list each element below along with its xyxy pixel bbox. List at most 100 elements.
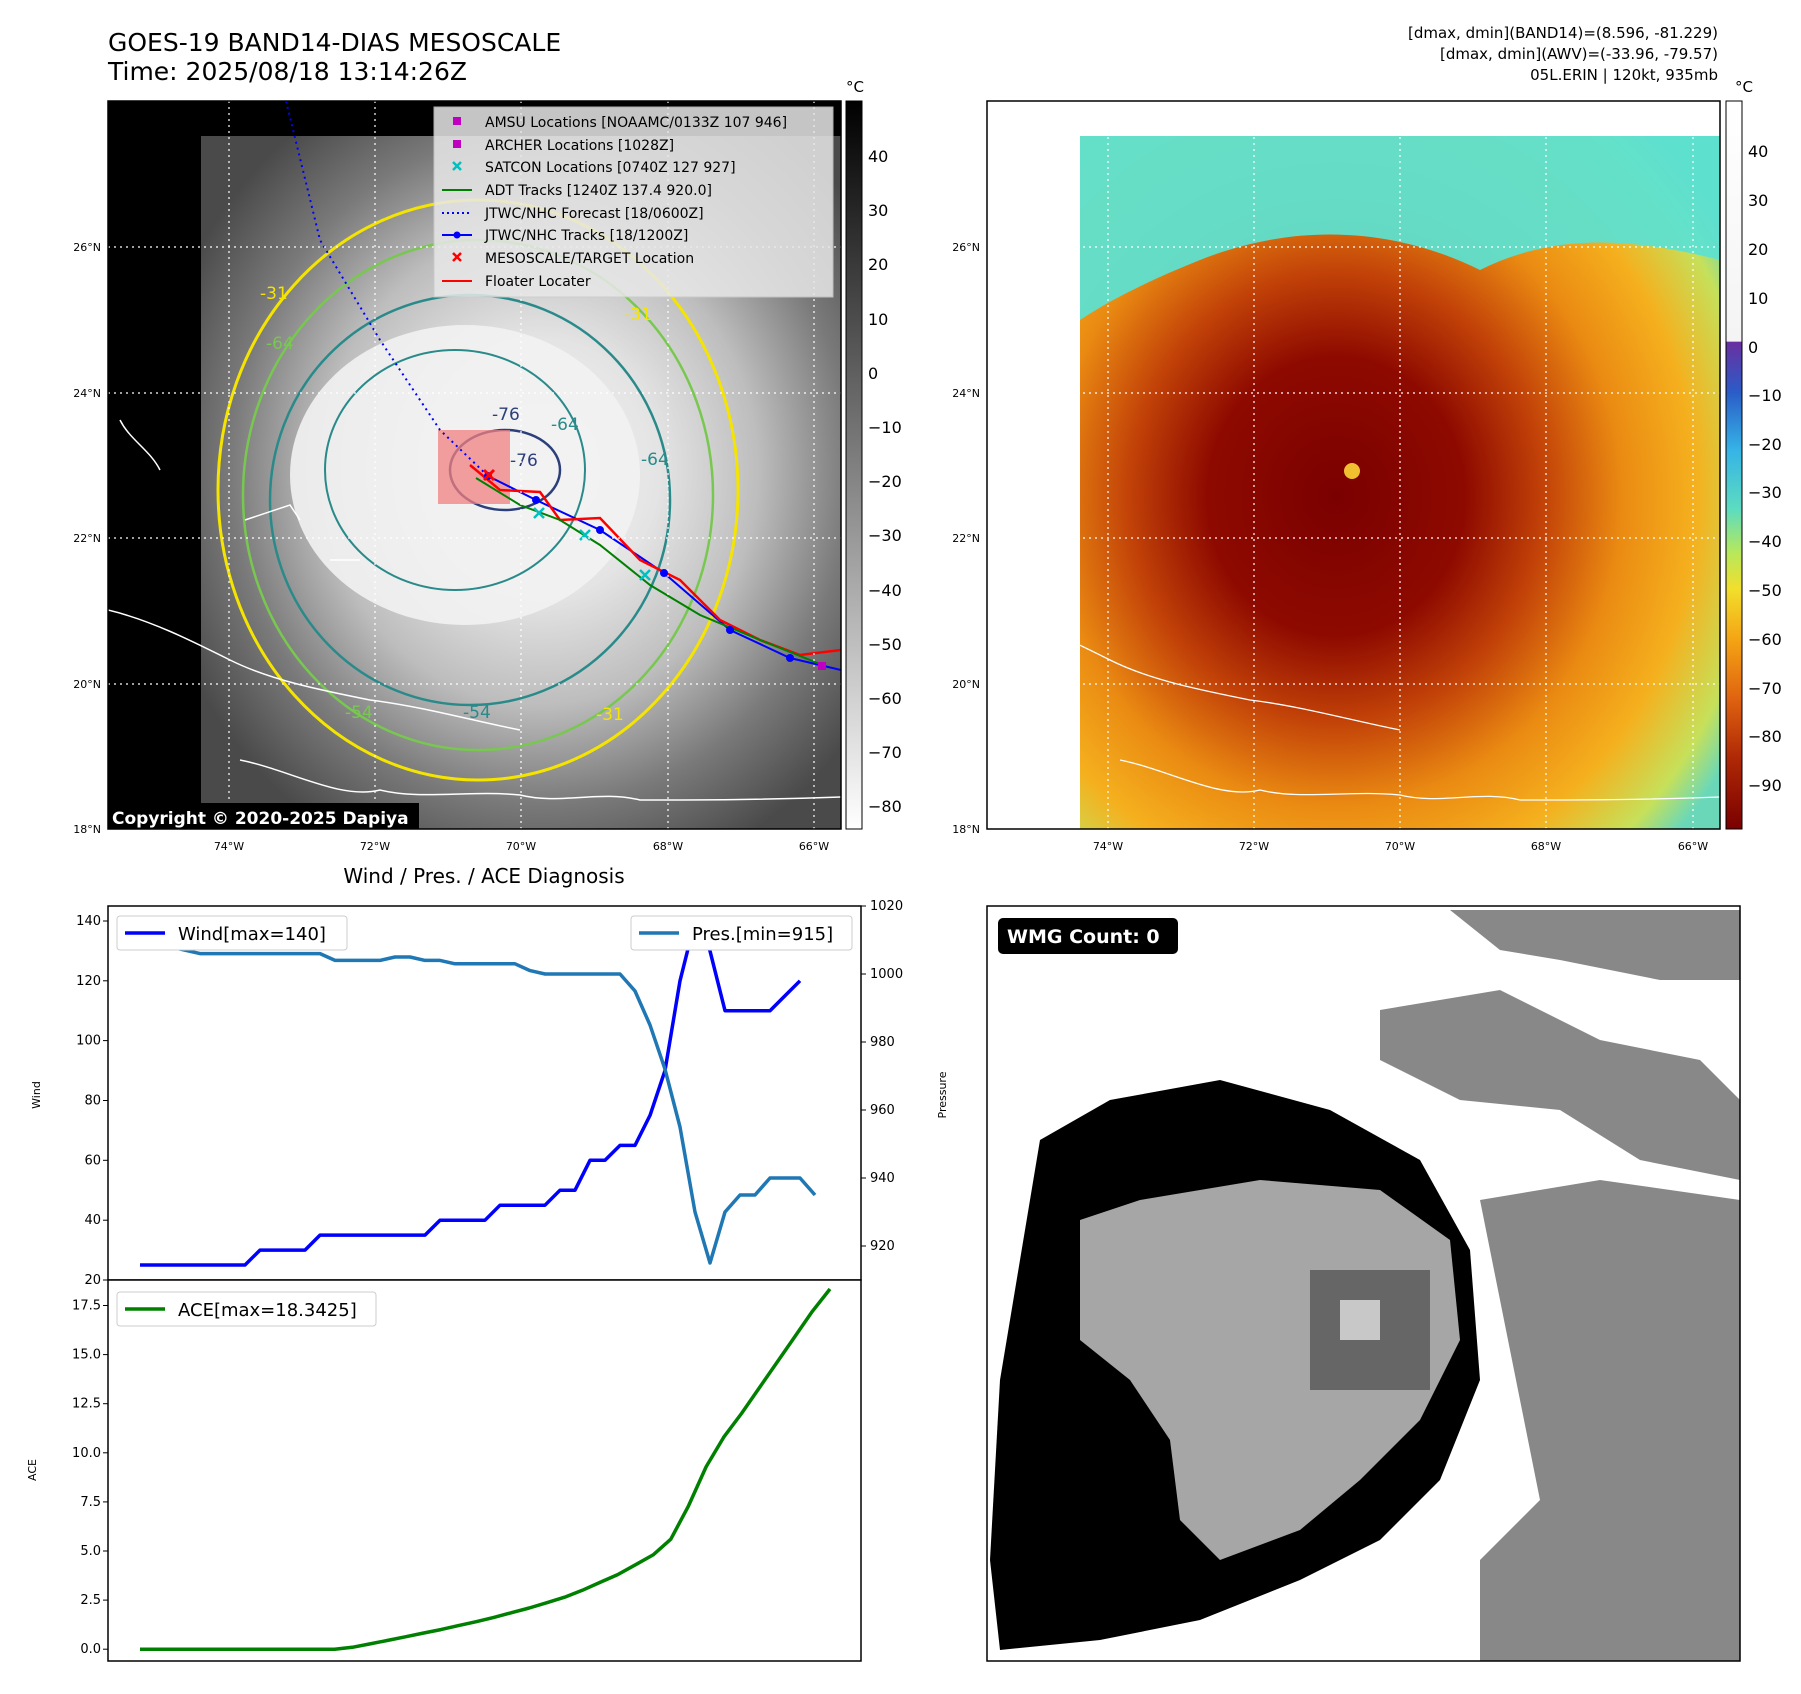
pres-yticks-label: 960 bbox=[870, 1103, 895, 1118]
wind-yticks-label: 120 bbox=[76, 974, 101, 989]
map2-lat-tick: 20°N bbox=[952, 678, 980, 691]
wind-y-ticks: 140 120 100 80 60 40 20 bbox=[76, 914, 108, 1288]
amsu-marker bbox=[818, 662, 826, 670]
wind-yticks-label: 40 bbox=[84, 1213, 101, 1228]
map1-lon-tick: 72°W bbox=[360, 840, 390, 853]
wmg-gray-band-top bbox=[1450, 910, 1740, 980]
coastline-bahamas bbox=[119, 419, 360, 561]
wmg-count-box bbox=[998, 918, 1178, 954]
colorbar-tick: −20 bbox=[1748, 435, 1782, 454]
legend-item-adt: ADT Tracks [1240Z 137.4 920.0] bbox=[442, 183, 712, 199]
pres-yticks-label: 1000 bbox=[870, 967, 903, 982]
map2-lon-tick: 68°W bbox=[1531, 840, 1561, 853]
forecast-track-dotted bbox=[285, 101, 489, 477]
legend-item-satcon: SATCON Locations [0740Z 127 927] bbox=[452, 160, 736, 176]
pressure-legend: Pres.[min=915] bbox=[630, 915, 853, 951]
eye-feature bbox=[1344, 463, 1360, 479]
map2-lat-tick: 18°N bbox=[952, 823, 980, 836]
contour-teal-inner bbox=[324, 349, 586, 591]
legend-label-archer: ARCHER Locations [1028Z] bbox=[485, 138, 674, 154]
ace-y-ticks: 17.5 15.0 12.5 10.0 7.5 5.0 2.5 0.0 bbox=[72, 1299, 108, 1657]
wind-yticks-label: 140 bbox=[76, 914, 101, 929]
wind-legend: Wind[max=140] bbox=[116, 915, 348, 951]
adt-track-line bbox=[475, 477, 821, 665]
pressure-y-ticks: 1020 1000 980 960 940 920 bbox=[861, 899, 903, 1254]
ace-yticks-label: 0.0 bbox=[80, 1642, 101, 1657]
figure-title-line1: GOES-19 BAND14-DIAS MESOSCALE bbox=[108, 28, 561, 57]
map2-frame bbox=[986, 100, 1721, 830]
mesoscale-x-icon bbox=[452, 252, 462, 262]
legend-label-forecast: JTWC/NHC Forecast [18/0600Z] bbox=[484, 206, 704, 222]
colorbar-unit-right: °C bbox=[1735, 78, 1753, 96]
map1-lon-ticks: 74°W 72°W 70°W 68°W 66°W bbox=[214, 840, 829, 853]
legend-item-forecast: JTWC/NHC Forecast [18/0600Z] bbox=[442, 206, 704, 222]
colorbar-tick: −50 bbox=[1748, 581, 1782, 600]
colorbar-tick: 30 bbox=[868, 201, 888, 220]
ace-yticks-label: 2.5 bbox=[80, 1593, 101, 1608]
map2-lon-tick: 66°W bbox=[1678, 840, 1708, 853]
ace-legend: ACE[max=18.3425] bbox=[116, 1291, 377, 1327]
contour-label-10: -31 bbox=[260, 284, 288, 304]
colorbar-tick: 0 bbox=[868, 364, 878, 383]
wind-yticks-label: 60 bbox=[84, 1153, 101, 1168]
wind-legend-box bbox=[116, 915, 348, 951]
info-line3: 05L.ERIN | 120kt, 935mb bbox=[1530, 66, 1718, 84]
colorbar-tick: −80 bbox=[868, 797, 902, 816]
map1-lat-tick: 18°N bbox=[73, 823, 101, 836]
colorbar-tick: 20 bbox=[1748, 240, 1768, 259]
colorbar-tick: 40 bbox=[1748, 142, 1768, 161]
ace-legend-box bbox=[116, 1291, 377, 1327]
contour-label-7: -54 bbox=[345, 703, 373, 723]
contour-label-9: -31 bbox=[596, 705, 624, 725]
legend-item-floater: Floater Locater bbox=[442, 274, 591, 290]
colorbar-tick: −80 bbox=[1748, 727, 1782, 746]
contour-label-6: -64 bbox=[641, 450, 669, 470]
map2-gridlines bbox=[987, 101, 1720, 829]
pres-yticks-label: 1020 bbox=[870, 899, 903, 914]
legend-item-archer: ARCHER Locations [1028Z] bbox=[453, 138, 674, 154]
contour-label-2: -64 bbox=[551, 415, 579, 435]
legend-item-amsu: AMSU Locations [NOAAMC/0133Z 107 946] bbox=[453, 115, 787, 131]
ace-y-label: ACE bbox=[26, 1459, 39, 1481]
wind-legend-label: Wind[max=140] bbox=[178, 924, 326, 945]
wind-yticks-label: 100 bbox=[76, 1034, 101, 1049]
wmg-frame bbox=[986, 905, 1741, 1662]
legend-label-floater: Floater Locater bbox=[485, 274, 591, 290]
map1-lat-ticks: 26°N 24°N 22°N 20°N 18°N bbox=[73, 241, 101, 836]
ace-yticks-label: 10.0 bbox=[72, 1446, 101, 1461]
map1-lon-tick: 70°W bbox=[506, 840, 536, 853]
colorbar-tick: −50 bbox=[868, 635, 902, 654]
colorbar-ticks-right: 40 30 20 10 0 −10 −20 −30 −40 −50 −60 −7… bbox=[1748, 142, 1782, 795]
wmg-count-label: WMG Count: 0 bbox=[1007, 926, 1160, 948]
contour-label-8: -54 bbox=[463, 703, 491, 723]
map2-lon-tick: 70°W bbox=[1385, 840, 1415, 853]
grayscale-colorbar bbox=[845, 100, 863, 830]
colorbar-tick: −60 bbox=[868, 689, 902, 708]
ace-yticks-label: 17.5 bbox=[72, 1299, 101, 1314]
coastline-hispaniola-2 bbox=[1119, 759, 1720, 801]
ace-yticks-label: 5.0 bbox=[80, 1544, 101, 1559]
wmg-eye-center bbox=[1340, 1300, 1380, 1340]
wmg-gray-band-ne bbox=[1380, 990, 1740, 1180]
colorbar-tick: −40 bbox=[1748, 532, 1782, 551]
colorbar-tick: 30 bbox=[1748, 191, 1768, 210]
colorbar-tick: −10 bbox=[1748, 386, 1782, 405]
pressure-y-label: Pressure bbox=[936, 1071, 949, 1118]
map1-lat-tick: 24°N bbox=[73, 387, 101, 400]
map2-lon-tick: 74°W bbox=[1093, 840, 1123, 853]
coastline-hispaniola bbox=[239, 759, 841, 801]
pressure-legend-label: Pres.[min=915] bbox=[692, 924, 833, 945]
legend-label-mesoscale: MESOSCALE/TARGET Location bbox=[485, 251, 694, 267]
colorbar-ticks-left: 40 30 20 10 0 −10 −20 −30 −40 −50 −60 −7… bbox=[868, 147, 902, 816]
mesoscale-target-marker bbox=[482, 468, 496, 482]
colorbar-tick: 40 bbox=[868, 147, 888, 166]
color-colorbar bbox=[1725, 100, 1743, 830]
coastline-cuba bbox=[108, 609, 521, 731]
colorbar-tick: −60 bbox=[1748, 630, 1782, 649]
ace-series-line bbox=[140, 1287, 832, 1651]
copyright-box bbox=[108, 803, 419, 829]
wind-yticks-label: 80 bbox=[84, 1094, 101, 1109]
colorbar-tick: 10 bbox=[868, 310, 888, 329]
map2-lat-tick: 26°N bbox=[952, 241, 980, 254]
